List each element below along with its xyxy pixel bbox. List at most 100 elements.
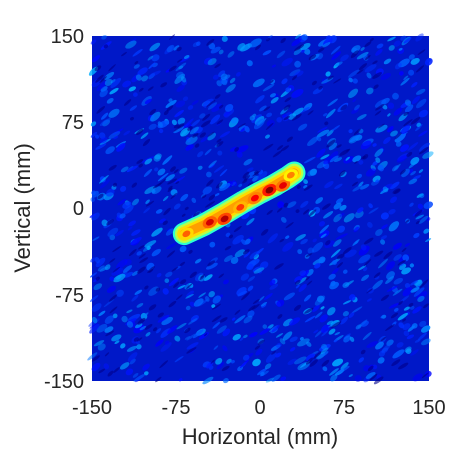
- speckle: [315, 197, 324, 204]
- speckle: [183, 55, 190, 59]
- speckle: [108, 131, 121, 139]
- speckle: [269, 79, 274, 83]
- speckle: [105, 330, 115, 337]
- speckle: [225, 83, 236, 93]
- speckle: [93, 340, 105, 347]
- speckle: [205, 262, 218, 270]
- speckle: [214, 63, 221, 69]
- y-axis-label: Vertical (mm): [10, 143, 35, 273]
- speckle: [223, 378, 229, 384]
- speckle: [348, 88, 359, 98]
- speckle: [112, 182, 118, 188]
- speckle: [247, 167, 254, 172]
- speckle: [401, 247, 407, 253]
- speckle: [307, 168, 318, 177]
- speckle: [162, 288, 169, 295]
- speckle: [374, 148, 384, 158]
- speckle: [311, 80, 317, 86]
- speckle: [367, 221, 373, 228]
- speckle: [112, 313, 118, 319]
- speckle: [393, 163, 401, 171]
- speckle: [222, 328, 231, 337]
- speckle: [194, 143, 200, 148]
- hotspot-peak: [182, 230, 191, 238]
- speckle: [287, 358, 297, 365]
- speckle: [300, 42, 311, 51]
- speckle: [295, 284, 300, 289]
- speckle: [174, 176, 186, 184]
- speckle: [324, 180, 334, 189]
- speckle: [120, 343, 126, 349]
- speckle: [193, 298, 204, 307]
- speckle: [336, 262, 344, 268]
- speckle: [332, 239, 342, 247]
- speckle: [175, 100, 186, 108]
- speckle: [358, 265, 367, 271]
- hotspot-peak: [250, 194, 259, 202]
- speckle: [388, 221, 400, 232]
- speckle: [122, 265, 133, 273]
- speckle: [99, 136, 108, 144]
- speckle: [232, 234, 244, 245]
- speckle: [260, 371, 265, 376]
- speckle: [387, 126, 394, 133]
- speckle: [108, 64, 116, 72]
- speckle: [253, 267, 265, 274]
- x-tick-label: 0: [254, 397, 265, 419]
- speckle: [134, 289, 143, 295]
- speckle: [363, 266, 368, 272]
- speckle: [380, 294, 390, 301]
- speckle: [408, 178, 418, 185]
- speckle: [116, 289, 124, 297]
- speckle: [415, 220, 420, 225]
- speckle: [418, 169, 424, 174]
- speckle: [267, 324, 274, 330]
- speckle: [185, 144, 194, 151]
- speckle: [369, 373, 378, 381]
- speckle: [211, 315, 222, 323]
- speckle: [188, 318, 198, 325]
- speckle: [187, 105, 194, 110]
- speckle: [300, 238, 308, 245]
- speckle: [155, 209, 163, 214]
- speckle: [249, 331, 258, 338]
- speckle: [399, 71, 404, 76]
- speckle: [136, 337, 143, 342]
- speckle: [343, 213, 355, 223]
- speckle: [266, 37, 271, 42]
- hotspot-region: [172, 161, 306, 246]
- y-tick-label: 0: [73, 198, 84, 220]
- speckle: [374, 250, 384, 257]
- speckle: [353, 128, 361, 136]
- speckle: [410, 170, 417, 176]
- speckle: [403, 330, 410, 337]
- speckle: [119, 362, 130, 370]
- speckle: [216, 362, 225, 370]
- speckle: [383, 251, 393, 260]
- speckle: [254, 345, 261, 350]
- speckle: [319, 344, 331, 352]
- speckle: [133, 373, 146, 382]
- speckle: [354, 160, 358, 164]
- speckle: [324, 121, 329, 126]
- speckle: [326, 320, 334, 325]
- speckle: [351, 181, 359, 187]
- speckle: [386, 339, 394, 346]
- speckle: [176, 322, 187, 330]
- speckle: [398, 47, 403, 51]
- speckle: [246, 60, 253, 67]
- speckle: [254, 44, 262, 51]
- speckle: [235, 71, 241, 77]
- speckle: [177, 284, 186, 290]
- speckle: [168, 98, 173, 103]
- speckle: [360, 140, 372, 150]
- speckle: [344, 249, 357, 258]
- speckle: [200, 120, 211, 128]
- speckle: [415, 88, 426, 95]
- speckle: [139, 325, 147, 331]
- speckle: [385, 323, 395, 332]
- speckle: [317, 47, 325, 53]
- speckle: [276, 207, 283, 213]
- speckle: [293, 304, 302, 311]
- speckle: [403, 111, 409, 116]
